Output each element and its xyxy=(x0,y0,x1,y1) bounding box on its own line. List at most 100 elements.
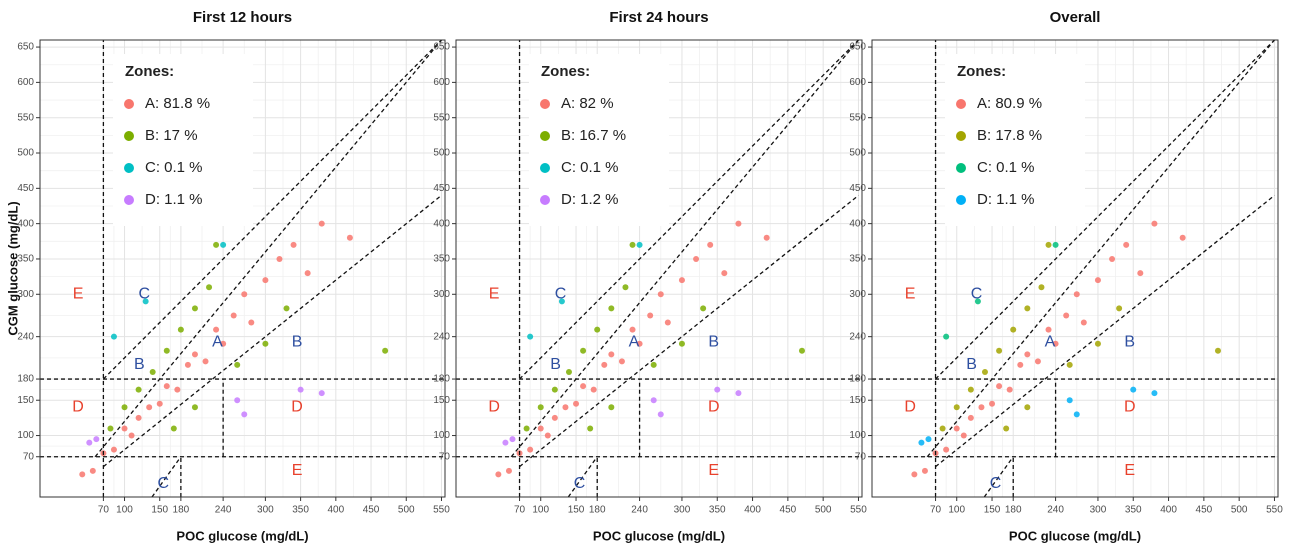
chart-title: First 24 hours xyxy=(609,9,708,26)
point xyxy=(657,411,664,418)
plot-border xyxy=(39,39,446,498)
point xyxy=(608,404,615,411)
legend-swatch xyxy=(540,195,550,205)
point xyxy=(220,340,227,347)
x-tick-label: 500 xyxy=(398,505,415,516)
y-tick-label: 550 xyxy=(849,112,866,123)
x-tick-label: 70 xyxy=(930,505,942,516)
zone-boundary xyxy=(935,194,1275,468)
point xyxy=(135,414,142,421)
x-tick-label: 550 xyxy=(433,505,450,516)
y-tick-label: 150 xyxy=(17,395,34,406)
y-tick-label: 500 xyxy=(433,148,450,159)
legend-label: A: 82 % xyxy=(561,95,614,112)
y-tick-label: 70 xyxy=(23,451,35,462)
point xyxy=(89,467,96,474)
point xyxy=(248,319,255,326)
point xyxy=(544,432,551,439)
point xyxy=(700,305,707,312)
point xyxy=(93,436,100,443)
point xyxy=(629,241,636,248)
point xyxy=(495,471,502,478)
x-tick-label: 400 xyxy=(327,505,344,516)
point xyxy=(1130,386,1137,393)
zone-boundary xyxy=(519,40,859,380)
point xyxy=(1151,390,1158,397)
point xyxy=(562,404,569,411)
point xyxy=(551,414,558,421)
zone-label: D xyxy=(488,399,500,416)
x-tick-label: 400 xyxy=(1160,505,1177,516)
point xyxy=(1179,234,1186,241)
point xyxy=(608,351,615,358)
legend-label: B: 17 % xyxy=(145,127,198,144)
point xyxy=(974,298,981,305)
x-tick-label: 70 xyxy=(98,505,110,516)
point xyxy=(297,386,304,393)
legend-label: A: 80.9 % xyxy=(977,95,1042,112)
point xyxy=(191,305,198,312)
point xyxy=(163,347,170,354)
point xyxy=(276,255,283,262)
zone-boundary xyxy=(102,40,442,380)
legend-box xyxy=(945,54,1085,226)
point xyxy=(1024,404,1031,411)
y-tick-label: 100 xyxy=(17,430,34,441)
zone-label: C xyxy=(990,475,1002,492)
y-tick-label: 650 xyxy=(849,42,866,53)
point xyxy=(551,386,558,393)
point xyxy=(537,425,544,432)
point xyxy=(921,467,928,474)
point xyxy=(678,277,685,284)
legend-swatch xyxy=(124,131,134,141)
legend-label: B: 16.7 % xyxy=(561,127,626,144)
point xyxy=(573,400,580,407)
y-tick-label: 400 xyxy=(17,218,34,229)
point xyxy=(110,333,117,340)
zone-label: C xyxy=(138,286,150,303)
point xyxy=(220,241,227,248)
point xyxy=(1052,241,1059,248)
point xyxy=(989,400,996,407)
legend-swatch xyxy=(956,163,966,173)
point xyxy=(650,397,657,404)
zone-label: D xyxy=(708,399,720,416)
x-tick-label: 180 xyxy=(589,505,606,516)
point xyxy=(721,270,728,277)
y-tick-label: 450 xyxy=(17,183,34,194)
point xyxy=(1010,326,1017,333)
point xyxy=(925,436,932,443)
point xyxy=(967,386,974,393)
point xyxy=(163,383,170,390)
point xyxy=(318,220,325,227)
legend-swatch xyxy=(540,99,550,109)
y-tick-label: 70 xyxy=(439,451,451,462)
point xyxy=(1116,305,1123,312)
point xyxy=(601,361,608,368)
zone-label: C xyxy=(555,286,567,303)
zone-label: E xyxy=(905,286,916,303)
point xyxy=(580,383,587,390)
point xyxy=(587,425,594,432)
point xyxy=(1038,284,1045,291)
zone-label: C xyxy=(971,286,983,303)
point xyxy=(594,326,601,333)
x-tick-label: 450 xyxy=(1196,505,1213,516)
point xyxy=(1045,326,1052,333)
x-tick-label: 300 xyxy=(1090,505,1107,516)
point xyxy=(735,220,742,227)
x-tick-label: 100 xyxy=(116,505,133,516)
point xyxy=(1123,241,1130,248)
point xyxy=(346,234,353,241)
zone-label: D xyxy=(72,399,84,416)
zone-label: E xyxy=(489,286,500,303)
zone-boundary xyxy=(102,194,442,468)
point xyxy=(1137,270,1144,277)
legend-label: C: 0.1 % xyxy=(977,159,1035,176)
zone-label: A xyxy=(1045,334,1056,351)
legend-label: D: 1.1 % xyxy=(145,191,203,208)
x-tick-label: 180 xyxy=(173,505,190,516)
point xyxy=(382,347,389,354)
point xyxy=(629,326,636,333)
point xyxy=(636,340,643,347)
